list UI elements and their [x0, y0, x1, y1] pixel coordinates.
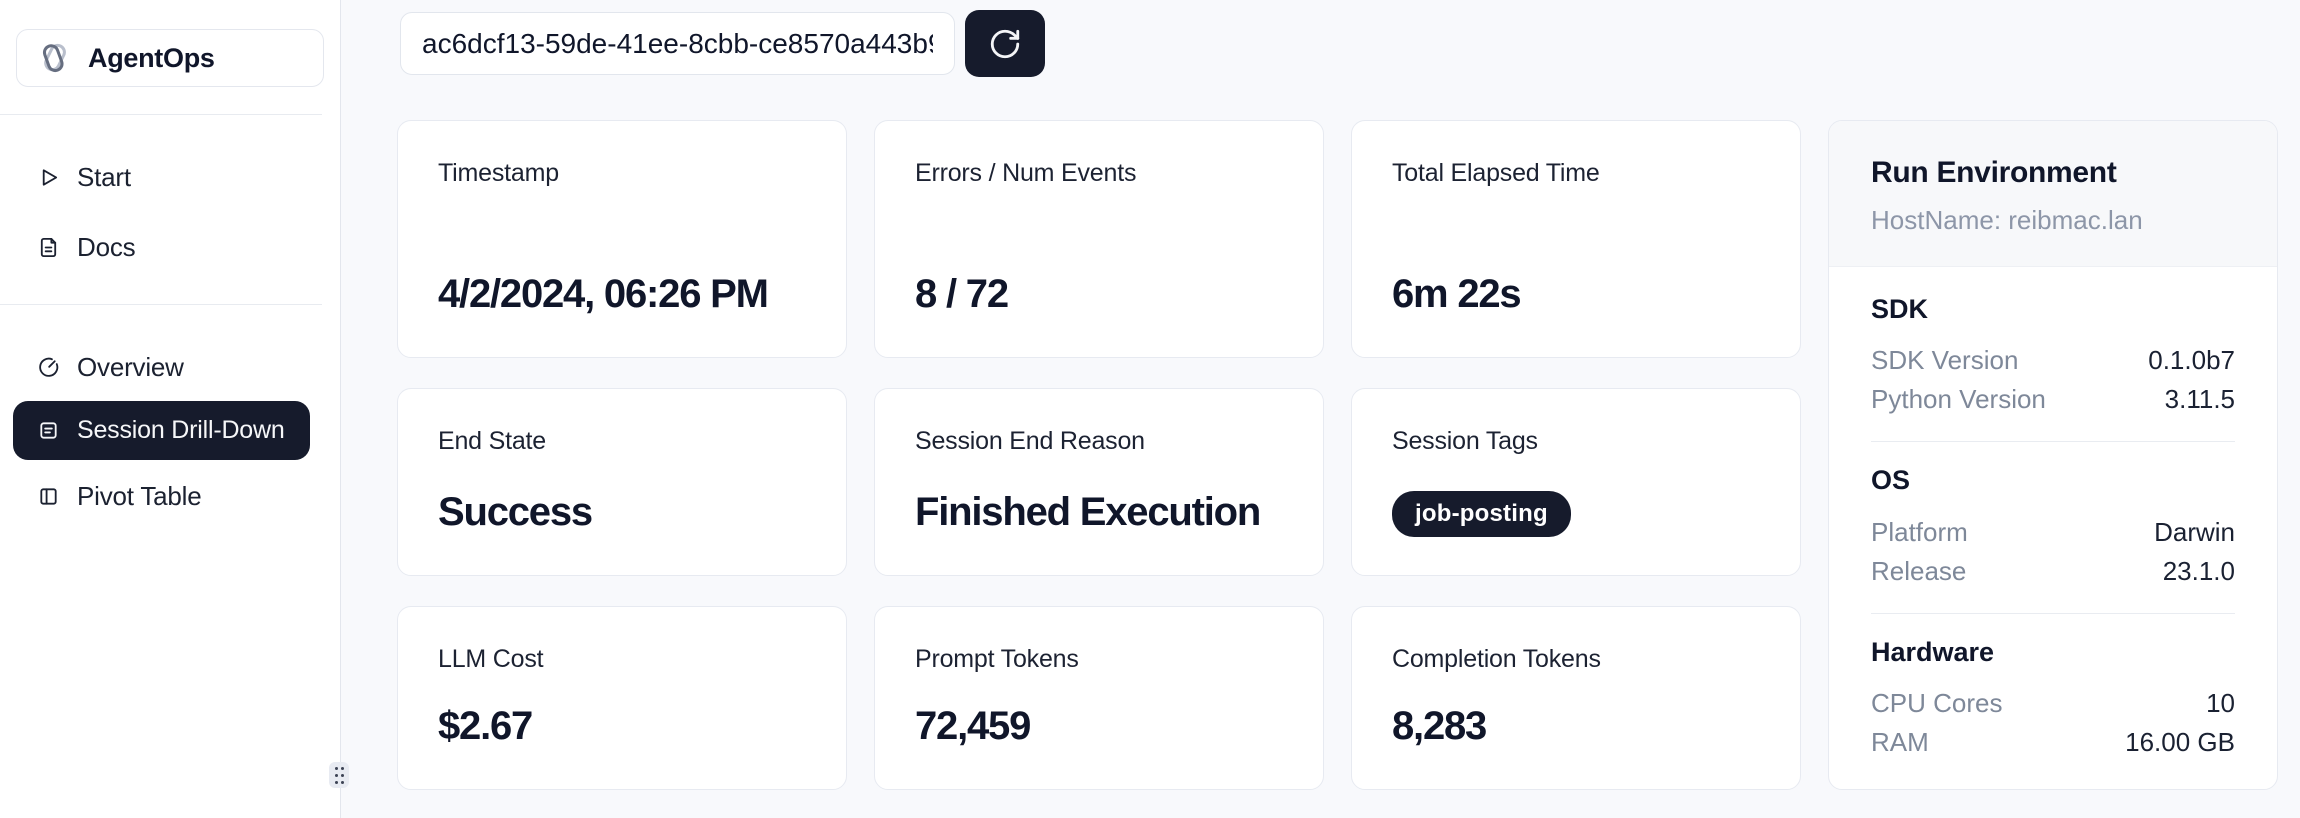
- env-row-value: 16.00 GB: [2125, 727, 2235, 758]
- sidebar-nav-views: Overview Session Drill-Down Pivot Table: [0, 343, 340, 520]
- metric-card-value: $2.67: [438, 704, 533, 749]
- metric-card: End State Success: [397, 388, 847, 576]
- sidebar: AgentOps Start Docs Overview Session Dri…: [0, 0, 341, 818]
- metric-card: Completion Tokens 8,283: [1351, 606, 1801, 790]
- divider: [0, 114, 322, 115]
- metric-card-label: Session End Reason: [915, 427, 1145, 455]
- metric-card-label: Session Tags: [1392, 427, 1538, 455]
- env-section: OS Platform Darwin Release 23.1.0: [1871, 441, 2235, 590]
- env-row: Release 23.1.0: [1871, 552, 2235, 591]
- sidebar-resize-handle[interactable]: [329, 762, 349, 788]
- metric-card-value: Finished Execution: [915, 490, 1261, 535]
- metric-card: Prompt Tokens 72,459: [874, 606, 1324, 790]
- run-environment-body: SDK SDK Version 0.1.0b7 Python Version 3…: [1829, 267, 2277, 782]
- topbar: [400, 10, 1045, 77]
- metric-card: Timestamp 4/2/2024, 06:26 PM: [397, 120, 847, 358]
- sidebar-item-label: Session Drill-Down: [77, 416, 285, 444]
- metric-card-value: 72,459: [915, 704, 1031, 749]
- sidebar-item-label: Pivot Table: [77, 480, 202, 511]
- metrics-grid: Run Environment HostName: reibmac.lan SD…: [397, 120, 2278, 790]
- brand-name: AgentOps: [88, 42, 215, 73]
- env-row-key: Platform: [1871, 516, 1968, 547]
- sidebar-nav-primary: Start Docs: [0, 153, 340, 271]
- session-id-input[interactable]: [400, 12, 955, 75]
- metric-card: Session Tags job-posting: [1351, 388, 1801, 576]
- env-rows: SDK Version 0.1.0b7 Python Version 3.11.…: [1871, 341, 2235, 419]
- metric-card-value: 8 / 72: [915, 272, 1009, 317]
- run-environment-panel: Run Environment HostName: reibmac.lan SD…: [1828, 120, 2278, 790]
- env-row-key: CPU Cores: [1871, 688, 2003, 719]
- metric-card-label: LLM Cost: [438, 645, 544, 673]
- paperclips-logo-icon: [36, 40, 72, 76]
- env-row: Platform Darwin: [1871, 513, 2235, 552]
- env-row-value: 10: [2206, 688, 2235, 719]
- metric-card-label: Timestamp: [438, 159, 559, 187]
- env-row-value: 3.11.5: [2164, 384, 2235, 415]
- sidebar-item-label: Overview: [77, 351, 184, 382]
- sidebar-item-start[interactable]: Start: [0, 153, 340, 201]
- metric-card: Session End Reason Finished Execution: [874, 388, 1324, 576]
- sidebar-item-label: Start: [77, 161, 131, 192]
- env-row-key: Python Version: [1871, 384, 2046, 415]
- play-icon: [37, 166, 60, 189]
- run-environment-title: Run Environment: [1871, 156, 2117, 189]
- brand-logo[interactable]: AgentOps: [16, 29, 324, 87]
- metric-card-value: Success: [438, 490, 593, 535]
- metric-card-label: Completion Tokens: [1392, 645, 1601, 673]
- env-section: SDK SDK Version 0.1.0b7 Python Version 3…: [1871, 293, 2235, 419]
- env-row-key: RAM: [1871, 727, 1929, 758]
- metric-card-value: 6m 22s: [1392, 272, 1522, 317]
- metric-card-label: Errors / Num Events: [915, 159, 1137, 187]
- env-rows: Platform Darwin Release 23.1.0: [1871, 513, 2235, 591]
- env-row: RAM 16.00 GB: [1871, 723, 2235, 762]
- sidebar-item-docs[interactable]: Docs: [0, 223, 340, 271]
- env-row-value: 0.1.0b7: [2148, 345, 2235, 376]
- env-section-title: Hardware: [1871, 636, 1995, 667]
- metric-card: Total Elapsed Time 6m 22s: [1351, 120, 1801, 358]
- env-row-value: Darwin: [2154, 516, 2235, 547]
- env-section-title: SDK: [1871, 294, 1929, 324]
- env-section-title: OS: [1871, 465, 1911, 496]
- split-panel-icon: [37, 485, 60, 508]
- sidebar-item-label: Docs: [77, 231, 136, 262]
- refresh-icon: [988, 27, 1022, 61]
- run-environment-header: Run Environment HostName: reibmac.lan: [1829, 121, 2277, 267]
- metric-card: Errors / Num Events 8 / 72: [874, 120, 1324, 358]
- env-row-key: SDK Version: [1871, 345, 2019, 376]
- env-row-value: 23.1.0: [2162, 555, 2235, 586]
- env-rows: CPU Cores 10 RAM 16.00 GB: [1871, 684, 2235, 762]
- sidebar-item-overview[interactable]: Overview: [0, 343, 340, 391]
- refresh-button[interactable]: [965, 10, 1045, 77]
- gauge-icon: [37, 356, 60, 379]
- metric-card-label: End State: [438, 427, 547, 455]
- notes-icon: [37, 419, 60, 442]
- sidebar-item-session-drill-down[interactable]: Session Drill-Down: [13, 401, 310, 460]
- document-icon: [37, 236, 60, 259]
- hostname-text: HostName: reibmac.lan: [1871, 205, 2143, 235]
- metric-card-value: 8,283: [1392, 704, 1487, 749]
- metric-card: LLM Cost $2.67: [397, 606, 847, 790]
- env-section: Hardware CPU Cores 10 RAM 16.00 GB: [1871, 612, 2235, 762]
- env-row: CPU Cores 10: [1871, 684, 2235, 723]
- env-row-key: Release: [1871, 555, 1967, 586]
- env-row: SDK Version 0.1.0b7: [1871, 341, 2235, 380]
- env-row: Python Version 3.11.5: [1871, 380, 2235, 419]
- metric-card-label: Total Elapsed Time: [1392, 159, 1600, 187]
- metric-card-label: Prompt Tokens: [915, 645, 1079, 673]
- session-tag-badge: job-posting: [1392, 491, 1571, 537]
- sidebar-item-pivot-table[interactable]: Pivot Table: [0, 472, 340, 520]
- divider: [0, 304, 322, 305]
- metric-card-value: 4/2/2024, 06:26 PM: [438, 272, 769, 317]
